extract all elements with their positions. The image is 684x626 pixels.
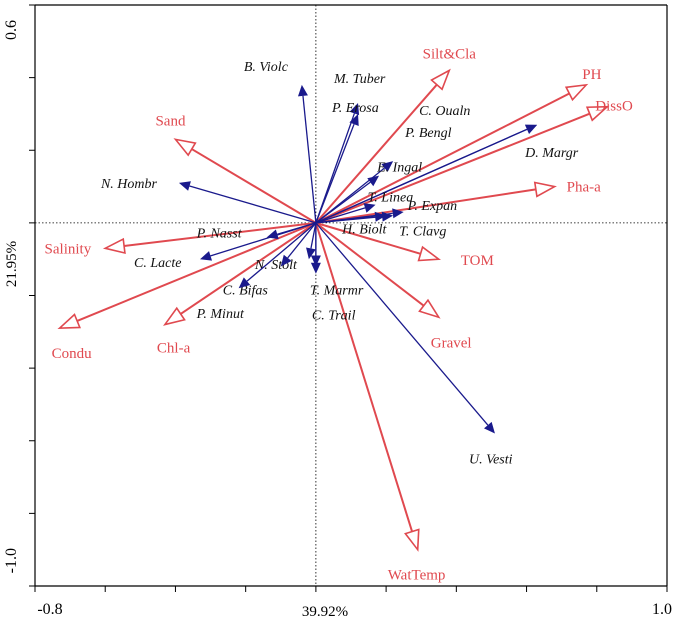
- env-label-salinity: Salinity: [45, 241, 92, 257]
- species-arrowhead-e-ingal: [367, 175, 380, 187]
- species-label-c-trail: C. Trail: [312, 309, 356, 324]
- env-vector-silt-cla: [315, 84, 438, 224]
- env-label-wattemp: WatTemp: [388, 568, 446, 584]
- env-arrowhead-tom: [417, 245, 441, 262]
- env-label-chl-a: Chl-a: [157, 341, 191, 357]
- species-arrowhead-u-vesti: [484, 421, 495, 434]
- env-label-silt-cla: Silt&Cla: [423, 46, 477, 62]
- env-label-condu: Condu: [52, 346, 93, 362]
- env-arrowhead-wattemp: [404, 528, 420, 552]
- env-vector-sand: [191, 148, 317, 224]
- env-label-sand: Sand: [155, 113, 186, 129]
- species-arrowhead-n-stolt: [306, 247, 316, 260]
- x-tick-label-max: 1.0: [652, 601, 672, 618]
- species-label-u-vesti: U. Vesti: [469, 452, 513, 467]
- species-label-c-oualn: C. Oualn: [419, 104, 470, 119]
- species-label-p-nasst: P. Nasst: [196, 226, 243, 241]
- env-arrowhead-salinity: [102, 237, 126, 255]
- species-label-t-clavg: T. Clavg: [399, 225, 446, 240]
- species-label-p-minut: P. Minut: [196, 307, 245, 322]
- species-label-c-bifas: C. Bifas: [223, 283, 269, 298]
- species-label-t-linea: T. Linea: [368, 191, 414, 206]
- species-arrowhead-b-violc: [297, 84, 308, 97]
- species-vector-p-erosa: [315, 123, 355, 224]
- species-label-n-stolt: N. Stolt: [254, 258, 298, 273]
- env-label-pha-a: Pha-a: [567, 180, 601, 196]
- species-arrowhead-c-bifas: [280, 254, 292, 267]
- species-label-m-tuber: M. Tuber: [333, 72, 386, 87]
- species-label-p-bengl: P. Bengl: [404, 126, 452, 141]
- species-label-e-ingal: E. Ingal: [376, 161, 422, 176]
- species-label-p-erosa: P. Erosa: [331, 101, 379, 116]
- env-label-tom: TOM: [461, 253, 494, 269]
- env-vector-condu: [76, 221, 317, 322]
- species-label-h-biolt: H. Biolt: [341, 223, 387, 238]
- species-arrowhead-d-margr: [525, 124, 538, 134]
- x-tick-label-min: -0.8: [37, 601, 62, 618]
- env-arrowhead-silt-cla: [430, 68, 451, 91]
- y-axis-title: 21.95%: [4, 241, 20, 287]
- environmental-vectors: Silt&Cla PH DissO Pha-a TOM Gravel WatTemp Sand…: [45, 46, 633, 583]
- env-arrowhead-gravel: [418, 298, 441, 319]
- species-vector-t-linea: [315, 207, 366, 224]
- env-vector-chl-a: [180, 222, 317, 315]
- species-label-p-expan: P. Expan: [407, 199, 458, 214]
- y-tick-label-max: 0.6: [3, 20, 20, 40]
- species-vector-p-minut: [246, 222, 317, 282]
- env-vector-tom: [315, 221, 421, 255]
- env-arrowhead-ph: [564, 83, 589, 102]
- zero-lines: [35, 5, 667, 586]
- species-arrowhead-t-clavg: [381, 211, 394, 222]
- env-label-ph: PH: [582, 67, 601, 83]
- species-label-d-margr: D. Margr: [524, 146, 579, 161]
- species-vector-n-hombr: [189, 185, 317, 224]
- species-arrowhead-p-minut: [238, 277, 251, 289]
- env-arrowhead-condu: [57, 313, 81, 330]
- env-label-gravel: Gravel: [431, 335, 472, 351]
- species-label-n-hombr: N. Hombr: [100, 177, 158, 192]
- env-vector-gravel: [315, 222, 425, 307]
- env-vector-salinity: [123, 221, 317, 248]
- species-arrowhead-p-bengl: [381, 161, 394, 172]
- y-tick-label-min: -1.0: [3, 548, 20, 573]
- species-vector-t-clavg: [315, 215, 383, 224]
- species-vector-d-margr: [315, 128, 528, 224]
- env-arrowhead-disso: [585, 105, 610, 122]
- species-arrowhead-m-tuber: [349, 103, 360, 116]
- species-vector-e-ingal: [315, 181, 371, 224]
- env-vector-disso: [315, 112, 591, 224]
- env-arrowhead-pha-a: [533, 181, 557, 198]
- env-arrowhead-sand: [173, 138, 197, 157]
- species-vector-c-bifas: [287, 222, 317, 259]
- species-label-c-lacte: C. Lacte: [134, 256, 181, 271]
- species-arrowhead-c-lacte: [200, 251, 213, 261]
- species-vector-b-violc: [302, 95, 317, 223]
- env-vector-wattemp: [314, 222, 414, 532]
- species-vector-c-lacte: [210, 222, 317, 257]
- species-arrowhead-c-trail: [310, 262, 321, 274]
- env-vector-ph: [315, 92, 570, 224]
- species-arrowhead-n-hombr: [178, 181, 191, 191]
- env-arrowhead-chl-a: [162, 306, 186, 326]
- species-vector-n-stolt: [310, 222, 317, 249]
- species-label-b-violc: B. Violc: [244, 60, 289, 75]
- species-label-t-marmr: T. Marmr: [310, 283, 364, 298]
- species-arrowhead-p-erosa: [349, 113, 359, 127]
- species-vector-u-vesti: [315, 222, 489, 426]
- env-vector-pha-a: [315, 188, 537, 224]
- species-arrowhead-t-linea: [363, 203, 376, 213]
- species-vectors: B. Violc M. Tuber P. Erosa C. Oualn P. Bengl…: [100, 60, 579, 468]
- x-axis-title: 39.92%: [302, 604, 348, 620]
- axis-ticks: [29, 4, 668, 592]
- species-arrowhead-p-expan: [392, 208, 404, 219]
- env-label-disso: DissO: [595, 99, 633, 115]
